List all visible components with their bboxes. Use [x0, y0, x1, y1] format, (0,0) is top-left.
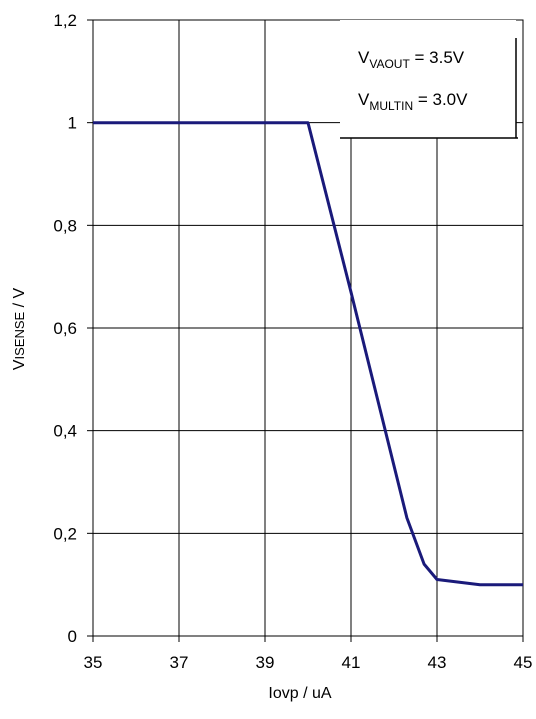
annotation-line-2: VMULTIN = 3.0V [358, 90, 468, 113]
y-tick-label: 0,6 [53, 319, 77, 338]
y-axis-ticks: 0 0,2 0,4 0,6 0,8 1 1,2 [53, 11, 93, 646]
x-tick-label: 41 [342, 653, 361, 672]
x-tick-label: 37 [170, 653, 189, 672]
y-tick-label: 0,2 [53, 524, 77, 543]
x-axis-title: Iovp / uA [268, 685, 331, 702]
annotation-box-fill [340, 20, 516, 138]
x-tick-label: 43 [428, 653, 447, 672]
x-tick-label: 45 [514, 653, 533, 672]
y-axis-title: VISENSE / V [11, 287, 28, 370]
x-tick-label: 39 [256, 653, 275, 672]
y-tick-label: 1,2 [53, 11, 77, 30]
annotation-box: VVAOUT = 3.5V VMULTIN = 3.0V [340, 20, 518, 139]
y-tick-label: 0,4 [53, 422, 77, 441]
series-group [93, 121, 523, 587]
y-tick-label: 1 [68, 114, 77, 133]
x-tick-label: 35 [84, 653, 103, 672]
y-tick-label: 0,8 [53, 216, 77, 235]
x-axis-ticks: 35 37 39 41 43 45 [84, 636, 533, 672]
series-line [93, 121, 523, 587]
y-tick-label: 0 [68, 627, 77, 646]
annotation-line-1: VVAOUT = 3.5V [358, 48, 465, 71]
